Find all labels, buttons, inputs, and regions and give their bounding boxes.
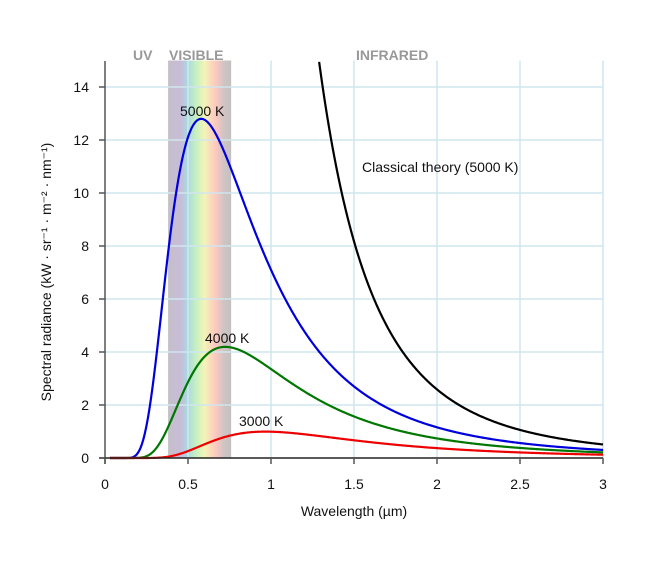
visible-spectrum-band xyxy=(168,60,232,458)
x-tick-label: 1.5 xyxy=(344,476,364,492)
y-tick-label: 6 xyxy=(81,291,89,307)
region-label-infrared: INFRARED xyxy=(356,47,428,63)
y-tick-label: 8 xyxy=(81,238,89,254)
series-line-classical-theory-5000-k xyxy=(318,61,604,446)
y-tick-label: 2 xyxy=(81,397,89,413)
x-axis-title: Wavelength (µm) xyxy=(301,503,407,519)
x-tick-label: 2.5 xyxy=(510,476,530,492)
series-line-4000-k xyxy=(109,345,604,460)
curve-label-4000k: 4000 K xyxy=(205,330,250,346)
curve-label-classical: Classical theory (5000 K) xyxy=(362,159,518,175)
y-axis-title: Spectral radiance (kW · sr⁻¹ · m⁻² · nm⁻… xyxy=(38,143,54,402)
y-tick-label: 14 xyxy=(73,79,89,95)
curve-label-5000k: 5000 K xyxy=(180,103,225,119)
y-tick-label: 0 xyxy=(81,450,89,466)
x-tick-label: 3 xyxy=(599,476,607,492)
series-line-5000-k xyxy=(109,117,604,460)
y-tick-label: 12 xyxy=(73,132,89,148)
y-tick-label: 10 xyxy=(73,185,89,201)
x-tick-label: 0.5 xyxy=(178,476,198,492)
x-tick-label: 2 xyxy=(433,476,441,492)
y-tick-label: 4 xyxy=(81,344,89,360)
region-label-visible: VISIBLE xyxy=(169,47,223,63)
x-tick-label: 0 xyxy=(101,476,109,492)
series-line-3000-k xyxy=(109,430,604,460)
region-label-uv: UV xyxy=(133,47,153,63)
x-tick-label: 1 xyxy=(267,476,275,492)
curve-label-3000k: 3000 K xyxy=(239,413,284,429)
